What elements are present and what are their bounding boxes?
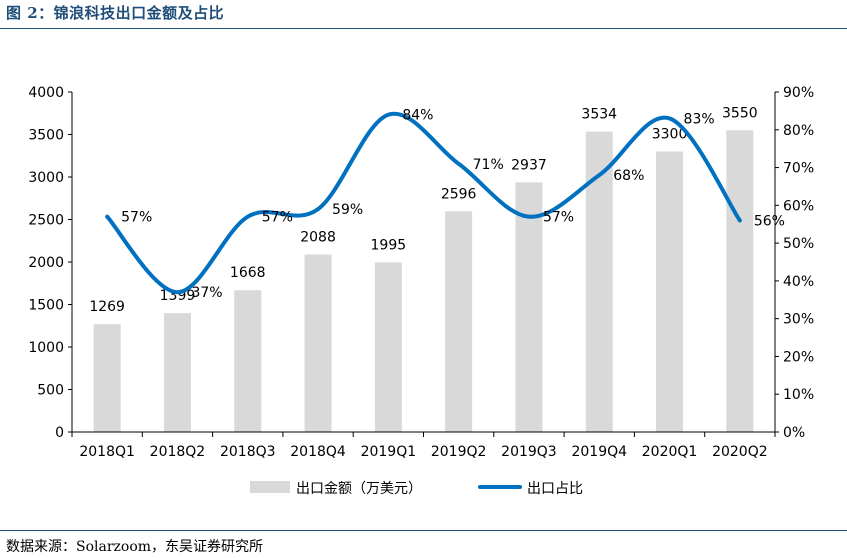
y-right-tick-label: 70% bbox=[783, 161, 814, 177]
y-right-tick-label: 10% bbox=[783, 387, 814, 403]
bar-value-label: 2596 bbox=[441, 186, 477, 202]
y-left-tick-label: 2000 bbox=[28, 255, 64, 271]
line-value-label: 57% bbox=[543, 210, 574, 226]
figure-title: 图 2：锦浪科技出口金额及占比 bbox=[6, 4, 225, 22]
bar bbox=[656, 151, 684, 432]
bar-value-label: 3300 bbox=[652, 127, 688, 143]
x-tick-label: 2018Q4 bbox=[290, 444, 346, 460]
y-left-tick-label: 1000 bbox=[28, 340, 64, 356]
bar bbox=[234, 290, 262, 432]
combo-chart: 1269 1399 1668 2088 1995 2596 2937 3534 3300 3550… bbox=[28, 85, 814, 497]
bar-value-label: 3534 bbox=[581, 107, 617, 123]
bar bbox=[445, 211, 473, 432]
bar-value-label: 1668 bbox=[230, 265, 266, 281]
y-left-tick-label: 4000 bbox=[28, 85, 64, 101]
y-left-tick-label: 2500 bbox=[28, 213, 64, 229]
bar bbox=[304, 254, 332, 432]
x-tick-label: 2019Q4 bbox=[571, 444, 627, 460]
bar-value-label: 2937 bbox=[511, 157, 547, 173]
x-tick-label: 2020Q1 bbox=[642, 444, 698, 460]
legend-label-line: 出口占比 bbox=[527, 481, 583, 497]
y-left-tick-label: 0 bbox=[55, 425, 64, 441]
legend-label-bar: 出口金额（万美元） bbox=[296, 481, 422, 497]
x-tick-label: 2020Q2 bbox=[712, 444, 768, 460]
line-value-label: 57% bbox=[262, 210, 293, 226]
bar bbox=[515, 182, 543, 432]
line-value-label: 57% bbox=[121, 210, 152, 226]
bar bbox=[726, 130, 754, 432]
bar-value-label: 1399 bbox=[160, 288, 196, 304]
bar-value-label: 2088 bbox=[300, 230, 336, 246]
line-value-label: 83% bbox=[684, 111, 715, 127]
bar bbox=[93, 324, 121, 432]
x-tick-label: 2019Q2 bbox=[431, 444, 487, 460]
y-right-tick-label: 80% bbox=[783, 123, 814, 139]
x-tick-label: 2018Q2 bbox=[150, 444, 206, 460]
legend-swatch-bar bbox=[250, 481, 290, 493]
bar bbox=[374, 262, 402, 432]
y-right-tick-label: 90% bbox=[783, 85, 814, 101]
y-left-tick-label: 1500 bbox=[28, 298, 64, 314]
y-right-tick-label: 60% bbox=[783, 198, 814, 214]
line-value-label: 84% bbox=[402, 108, 433, 124]
y-left-tick-label: 500 bbox=[37, 383, 64, 399]
source-note: 数据来源：Solarzoom，东吴证券研究所 bbox=[6, 539, 264, 555]
line-value-label: 68% bbox=[613, 168, 644, 184]
line-value-label: 56% bbox=[754, 213, 785, 229]
y-left-tick-label: 3000 bbox=[28, 170, 64, 186]
bar-value-label: 1269 bbox=[89, 299, 125, 315]
y-right-tick-label: 30% bbox=[783, 312, 814, 328]
x-tick-label: 2019Q3 bbox=[501, 444, 557, 460]
line-value-label: 37% bbox=[191, 285, 222, 301]
series-line bbox=[105, 111, 742, 295]
chart-legend: 出口金额（万美元） 出口占比 bbox=[250, 481, 583, 497]
bottom-rule bbox=[0, 530, 847, 531]
bar-value-label: 3550 bbox=[722, 105, 758, 121]
bar-value-label: 1995 bbox=[371, 237, 407, 253]
y-right-tick-label: 50% bbox=[783, 236, 814, 252]
y-right-tick-label: 20% bbox=[783, 349, 814, 365]
y-right-tick-label: 0% bbox=[783, 425, 805, 441]
top-rule bbox=[0, 28, 847, 29]
x-tick-label: 2018Q1 bbox=[79, 444, 135, 460]
line-value-label: 59% bbox=[332, 202, 363, 218]
y-right-tick-label: 40% bbox=[783, 274, 814, 290]
bar bbox=[163, 313, 191, 432]
x-tick-label: 2018Q3 bbox=[220, 444, 276, 460]
line-value-label: 71% bbox=[473, 157, 504, 173]
x-tick-label: 2019Q1 bbox=[361, 444, 417, 460]
y-left-tick-label: 3500 bbox=[28, 128, 64, 144]
